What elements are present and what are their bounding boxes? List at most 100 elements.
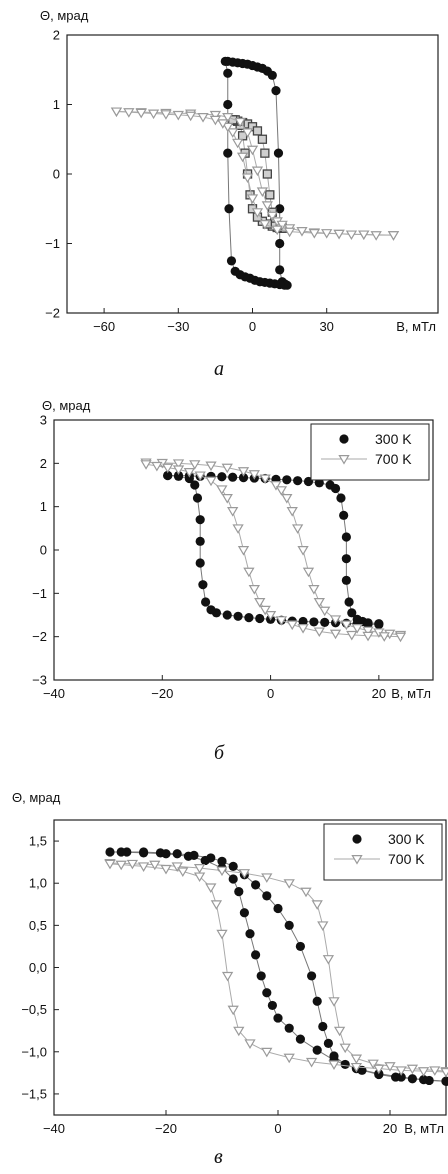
data-point	[373, 1064, 385, 1075]
data-point	[291, 524, 304, 534]
data-point	[238, 473, 249, 483]
data-point	[184, 473, 194, 484]
data-point	[330, 483, 341, 494]
data-point	[308, 585, 320, 595]
x-tick-label: −60	[93, 319, 115, 334]
data-point	[237, 546, 250, 556]
data-point	[259, 605, 271, 616]
data-point	[297, 546, 309, 556]
data-point	[295, 941, 305, 952]
data-point	[367, 1059, 379, 1070]
series-line	[109, 863, 447, 1073]
data-point	[205, 461, 217, 472]
data-point	[441, 1076, 448, 1086]
data-point	[116, 847, 126, 857]
y-tick-label: 0,0	[29, 960, 47, 975]
data-point	[275, 238, 285, 249]
data-point	[341, 554, 351, 564]
data-point	[328, 997, 340, 1007]
data-point	[246, 145, 259, 156]
data-point	[222, 610, 232, 620]
data-point	[205, 476, 217, 487]
data-point	[297, 624, 309, 634]
data-point	[313, 598, 325, 608]
caption-c: в	[214, 1146, 223, 1168]
data-point	[248, 470, 260, 480]
data-point	[172, 465, 185, 475]
data-point	[275, 265, 285, 275]
data-point	[275, 616, 288, 626]
data-point	[201, 597, 211, 607]
data-point	[149, 860, 161, 871]
y-tick-label: 0	[53, 167, 60, 182]
y-axis-label: Θ, мрад	[40, 8, 89, 23]
data-point	[252, 126, 263, 136]
data-point	[139, 848, 149, 858]
data-point	[305, 1057, 318, 1068]
data-point	[262, 988, 272, 998]
data-point	[232, 138, 244, 149]
data-point	[251, 950, 261, 960]
data-point	[261, 1047, 273, 1058]
data-point	[339, 510, 349, 520]
data-point	[362, 631, 374, 642]
data-point	[286, 506, 298, 517]
data-point	[251, 880, 261, 890]
data-point	[246, 194, 259, 204]
data-point	[183, 467, 196, 478]
data-point	[323, 1038, 333, 1048]
data-point	[341, 532, 351, 542]
data-point	[384, 1062, 396, 1072]
data-point	[298, 616, 308, 627]
series-line	[110, 851, 447, 1082]
x-tick-label: 0	[249, 319, 256, 334]
data-point	[171, 862, 183, 872]
data-point	[140, 460, 152, 470]
data-point	[205, 883, 217, 894]
data-point	[394, 632, 407, 643]
data-point	[345, 230, 358, 241]
data-point	[241, 128, 254, 138]
data-point	[440, 1068, 448, 1078]
data-point	[296, 226, 308, 237]
series-300-k	[163, 470, 384, 630]
data-point	[307, 971, 317, 981]
data-point	[267, 1000, 277, 1011]
data-point	[237, 467, 250, 477]
data-point	[346, 630, 358, 641]
data-point	[275, 486, 288, 496]
data-point	[311, 900, 323, 910]
data-point	[217, 472, 227, 482]
y-tick-label: −1,5	[21, 1086, 47, 1101]
y-tick-label: −0,5	[21, 1002, 47, 1017]
data-point	[329, 615, 342, 625]
data-point	[378, 632, 390, 642]
data-point	[275, 204, 285, 214]
data-point	[195, 515, 205, 525]
data-point	[210, 900, 223, 910]
x-tick-label: −20	[155, 1121, 177, 1136]
data-point	[262, 891, 272, 901]
data-point	[228, 874, 238, 884]
data-point	[273, 1013, 283, 1023]
series-line	[109, 862, 447, 1072]
data-point	[321, 229, 333, 239]
data-point	[362, 626, 374, 637]
data-point	[195, 558, 205, 568]
data-point	[283, 879, 295, 889]
data-point	[193, 872, 206, 883]
data-point	[209, 110, 222, 121]
x-axis-label: B, мТл	[396, 319, 436, 334]
data-point	[217, 119, 229, 129]
data-point	[221, 971, 234, 982]
data-point	[273, 148, 284, 158]
data-point	[284, 1023, 294, 1033]
data-point	[221, 463, 233, 474]
data-point	[244, 613, 254, 623]
data-point	[115, 860, 127, 871]
data-point	[336, 493, 346, 503]
data-point	[243, 567, 255, 578]
data-point	[239, 908, 249, 918]
data-point	[406, 1064, 419, 1075]
data-point	[319, 606, 331, 617]
